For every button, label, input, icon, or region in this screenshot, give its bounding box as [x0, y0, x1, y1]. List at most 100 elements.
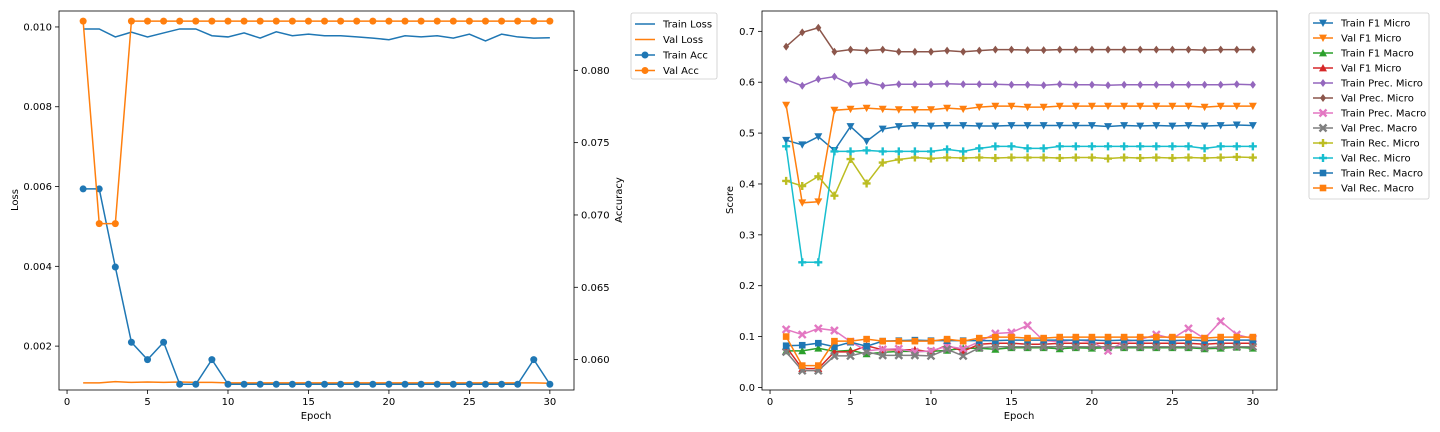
- series-val-rec-micro: [782, 142, 1257, 267]
- data-point: [894, 147, 903, 156]
- data-point: [1201, 334, 1208, 342]
- data-point: [798, 341, 806, 349]
- data-point: [879, 81, 886, 90]
- data-point: [1071, 102, 1080, 111]
- data-point: [208, 17, 216, 25]
- data-point: [1024, 334, 1031, 342]
- data-point: [1007, 153, 1016, 162]
- data-point: [1024, 80, 1031, 89]
- data-point: [465, 380, 473, 388]
- data-point: [1040, 81, 1047, 90]
- data-point: [911, 47, 918, 56]
- data-point: [975, 144, 984, 153]
- data-point: [321, 380, 329, 388]
- legend-item-val-acc: Val Acc: [635, 66, 699, 77]
- data-point: [1169, 333, 1176, 341]
- series-train-prec-micro: [783, 72, 1256, 90]
- legend-item-train-prec-macro: Train Prec. Macro: [1313, 109, 1426, 120]
- data-point: [1216, 142, 1225, 151]
- legend-item-train-f1-micro: Train F1 Micro: [1313, 19, 1410, 30]
- data-point: [95, 220, 103, 228]
- data-point: [1008, 45, 1015, 54]
- data-point: [1024, 46, 1031, 55]
- data-point: [1232, 121, 1241, 129]
- data-point: [514, 17, 522, 25]
- y-tick-label: 0.004: [23, 262, 52, 273]
- data-point: [417, 380, 425, 388]
- data-point: [911, 80, 918, 89]
- left-y-ticks: 0.002 0.004 0.006 0.008 0.010: [23, 22, 59, 353]
- data-point: [1007, 342, 1016, 352]
- x-tick-label: 5: [847, 397, 853, 408]
- left-plot-area: [79, 17, 554, 388]
- data-point: [1153, 45, 1160, 54]
- data-point: [782, 176, 791, 185]
- data-point: [879, 337, 887, 345]
- data-point: [878, 105, 887, 114]
- data-point: [1184, 122, 1193, 130]
- data-point: [1233, 333, 1241, 341]
- data-point: [144, 17, 152, 25]
- right-legend: Train F1 Micro Val F1 Micro Train F1 Macro…: [1308, 12, 1430, 200]
- data-point: [1087, 342, 1097, 352]
- data-point: [976, 80, 983, 89]
- data-point: [1105, 45, 1112, 54]
- data-point: [304, 380, 312, 388]
- data-point: [895, 80, 902, 89]
- y-tick-label: 0.5: [739, 129, 755, 140]
- data-point: [1168, 142, 1177, 151]
- data-point: [192, 17, 200, 25]
- data-point: [1039, 103, 1048, 112]
- x-tick-label: 20: [1086, 397, 1099, 408]
- data-point: [863, 342, 870, 350]
- data-point: [814, 133, 823, 141]
- data-point: [1023, 153, 1032, 162]
- data-point: [944, 46, 951, 55]
- data-point: [1217, 333, 1224, 341]
- data-point: [1007, 102, 1016, 111]
- right-y-axis-label: Score: [725, 186, 736, 214]
- legend-label: Val F1 Micro: [1341, 64, 1401, 75]
- data-point: [991, 142, 1000, 151]
- x-tick-label: 30: [543, 397, 556, 408]
- data-point: [1136, 142, 1145, 151]
- data-point: [975, 122, 984, 130]
- data-point: [1169, 337, 1176, 344]
- left-y-axis-label: Loss: [10, 189, 21, 211]
- data-point: [798, 141, 807, 149]
- data-point: [256, 17, 264, 25]
- x-tick-label: 15: [302, 397, 315, 408]
- data-point: [960, 80, 967, 89]
- right-legend-box: [1308, 12, 1430, 200]
- data-point: [1184, 342, 1193, 352]
- legend-marker: [1318, 123, 1328, 133]
- data-point: [1120, 102, 1129, 111]
- data-point: [321, 17, 329, 25]
- data-point: [208, 356, 216, 364]
- data-point: [1121, 80, 1128, 89]
- left-axes-frame: [58, 10, 575, 391]
- data-point: [449, 17, 457, 25]
- data-point: [798, 346, 807, 355]
- data-point: [1087, 122, 1096, 130]
- data-point: [894, 351, 904, 360]
- data-point: [798, 182, 807, 191]
- data-point: [111, 263, 119, 271]
- data-point: [465, 17, 473, 25]
- data-point: [910, 106, 919, 114]
- y2-tick-label: 0.060: [581, 355, 610, 366]
- data-point: [385, 17, 393, 25]
- data-point: [863, 335, 870, 343]
- data-point: [385, 380, 393, 388]
- legend-item-train-rec-micro: Train Rec. Micro: [1313, 139, 1420, 150]
- data-point: [830, 106, 839, 115]
- data-point: [240, 17, 248, 25]
- data-point: [991, 342, 1000, 352]
- legend-item-val-rec-macro: Val Rec. Macro: [1313, 184, 1414, 195]
- data-point: [1136, 337, 1144, 344]
- series-line-train-loss: [83, 28, 550, 42]
- legend-label: Val Loss: [663, 35, 703, 46]
- legend-item-val-prec-macro: Val Prec. Macro: [1313, 124, 1417, 135]
- data-point: [1232, 153, 1241, 162]
- data-point: [1071, 122, 1080, 130]
